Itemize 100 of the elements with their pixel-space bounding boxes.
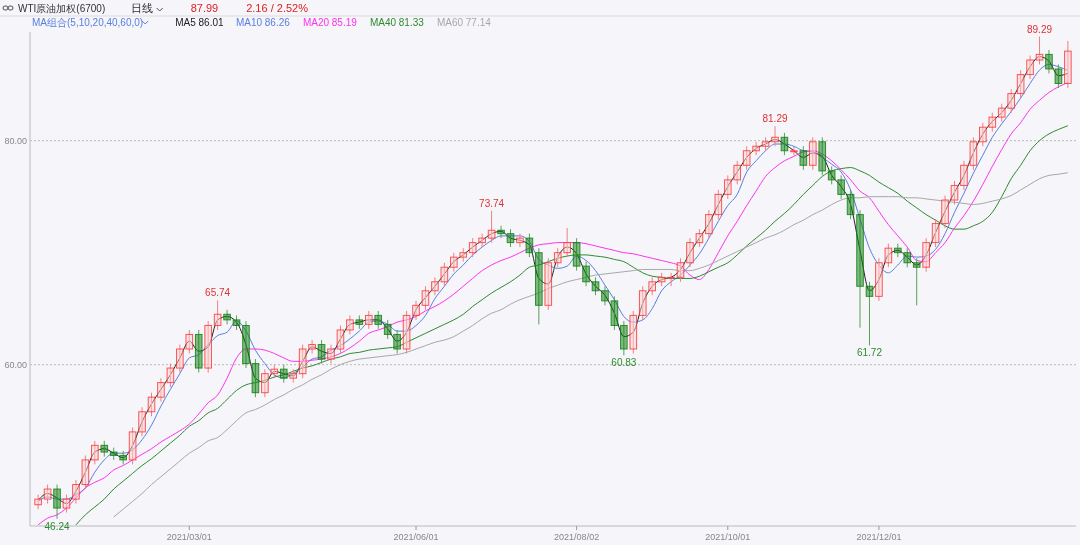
x-tick-label: 2021/08/02	[554, 532, 600, 542]
candlestick	[468, 237, 477, 258]
candlestick	[374, 310, 383, 330]
x-tick-label: 2021/06/01	[393, 532, 439, 542]
annotation: 81.29	[762, 113, 788, 125]
candlestick	[128, 426, 137, 465]
candlestick	[431, 276, 439, 296]
candlestick	[1054, 63, 1063, 89]
candlestick	[572, 237, 581, 272]
candlestick	[657, 272, 666, 287]
candlestick	[1035, 36, 1044, 65]
candlestick	[279, 364, 288, 384]
candlestick	[695, 228, 704, 248]
candlestick	[72, 479, 80, 505]
candlestick	[1016, 69, 1025, 99]
candlestick	[166, 363, 175, 388]
text: 87.99	[190, 2, 219, 14]
candlestick	[1064, 40, 1072, 89]
candlestick	[818, 136, 827, 176]
candlestick	[894, 243, 902, 258]
candlestick	[563, 227, 571, 258]
candlestick	[1007, 88, 1015, 114]
line-series	[113, 172, 1069, 518]
candlestick	[232, 314, 241, 331]
candlestick	[109, 447, 118, 461]
candlestick	[979, 122, 987, 147]
candlestick	[459, 247, 468, 263]
candlestick	[733, 160, 742, 185]
candlestick	[261, 368, 269, 398]
legend-title: MA组合(5,10,20,40,60,0)	[32, 17, 144, 28]
candlestick	[402, 310, 411, 354]
candlestick	[1045, 49, 1053, 74]
candlestick	[223, 309, 231, 325]
candlestick	[856, 209, 864, 329]
candlestick	[799, 145, 808, 171]
candlestick	[383, 319, 392, 340]
candlestick	[752, 141, 760, 156]
candlestick	[393, 329, 401, 354]
candlestick	[610, 295, 619, 331]
x-tick-label: 2021/12/01	[856, 532, 902, 542]
candlestick	[790, 145, 798, 156]
candlestick	[43, 484, 52, 505]
candlestick	[884, 243, 893, 268]
candlestick	[213, 299, 222, 331]
candlestick	[62, 494, 71, 514]
candlestick	[723, 174, 732, 200]
candlestick	[100, 440, 109, 458]
candlestick	[317, 339, 326, 365]
candlestick	[629, 310, 638, 354]
y-tick-label: 80.00	[4, 135, 27, 146]
annotation: 89.29	[1027, 23, 1053, 35]
candlestick	[988, 112, 997, 133]
candlestick	[421, 285, 430, 311]
candlestick	[742, 145, 751, 171]
candlestick	[714, 189, 723, 220]
text: 2.16 / 2.52%	[246, 2, 309, 14]
candlestick	[525, 233, 534, 258]
candlestick	[667, 272, 675, 287]
candlestick	[298, 344, 307, 379]
annotation: 61.72	[856, 347, 883, 359]
candlestick	[506, 228, 515, 248]
candlestick	[648, 276, 656, 296]
y-tick-label: 60.00	[4, 359, 27, 370]
candlestick	[875, 257, 883, 302]
candlestick	[997, 103, 1006, 123]
candlestick	[251, 358, 260, 398]
candlestick	[147, 392, 156, 417]
candlestick	[638, 285, 647, 321]
candlestick	[81, 454, 90, 490]
candlestick	[346, 314, 354, 335]
candlestick	[903, 247, 912, 268]
candlestick	[176, 344, 184, 374]
candlestick	[808, 136, 817, 171]
candlestick	[53, 484, 61, 520]
candlestick	[780, 132, 789, 156]
candlestick	[327, 344, 335, 365]
annotation: 73.74	[479, 197, 505, 209]
annotation: 46.24	[44, 520, 70, 532]
candlestick	[591, 276, 600, 296]
candlestick	[119, 450, 127, 465]
candlestick	[478, 233, 486, 248]
text: MA20 85.19	[302, 17, 358, 28]
text: MA5 86.01	[175, 17, 225, 28]
candlestick	[846, 189, 855, 220]
candlestick	[138, 406, 146, 437]
x-tick-label: 2021/03/01	[166, 532, 212, 542]
chart-title: WTI原油加权(6700)	[18, 3, 106, 14]
candlestick	[497, 225, 505, 239]
candlestick	[157, 377, 165, 403]
candlestick	[761, 136, 770, 152]
candlestick	[969, 136, 978, 171]
candlestick	[931, 218, 940, 248]
candlestick	[553, 247, 562, 268]
candlestick	[582, 261, 590, 287]
candlestick	[922, 237, 930, 273]
annotation: 60.83	[611, 357, 637, 369]
candlestick	[440, 262, 449, 287]
candlestick	[204, 320, 212, 374]
candlestick	[308, 339, 316, 354]
candlestick	[91, 440, 99, 465]
